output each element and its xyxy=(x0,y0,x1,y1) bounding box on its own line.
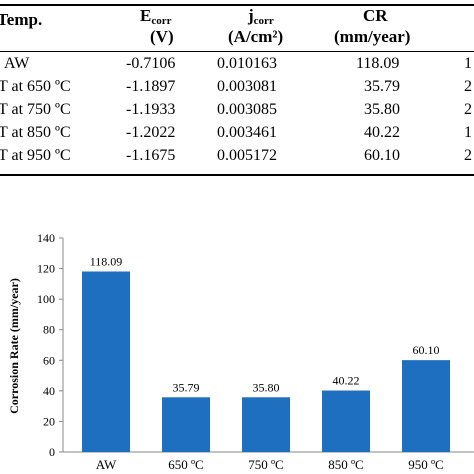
y-tick-label: 40 xyxy=(43,384,55,398)
header-cr: CR xyxy=(363,6,388,25)
y-tick-label: 0 xyxy=(49,445,55,459)
cell-ecorr: -0.7106 xyxy=(126,55,176,72)
header-ecorr: Ecorr xyxy=(140,6,172,28)
cell-cr: 35.79 xyxy=(364,78,400,95)
cell-ecorr: -1.2022 xyxy=(126,124,176,141)
y-tick-label: 120 xyxy=(37,262,55,276)
data-label: 118.09 xyxy=(90,254,123,268)
cell-extra: 1 xyxy=(464,55,472,72)
x-tick-label: 750 ºC xyxy=(248,457,283,472)
data-label: 40.22 xyxy=(333,374,360,388)
header-ecorr-symbol: E xyxy=(140,6,152,25)
y-tick-label: 20 xyxy=(43,414,55,428)
bar xyxy=(82,271,130,452)
cell-jcorr: 0.010163 xyxy=(217,55,277,72)
cell-temp: T at 850 ºC xyxy=(0,124,71,141)
cell-jcorr: 0.003085 xyxy=(217,101,277,118)
x-tick-label: AW xyxy=(96,457,117,472)
x-tick-label: 650 ºC xyxy=(168,457,203,472)
cell-temp: T at 650 ºC xyxy=(0,78,71,95)
header-temp: Temp. xyxy=(0,10,43,29)
table-top-rule xyxy=(0,4,474,6)
cell-temp: AW xyxy=(4,55,30,72)
cell-extra: 2 xyxy=(464,101,472,118)
data-label: 60.10 xyxy=(413,343,440,357)
cell-jcorr: 0.003461 xyxy=(217,124,277,141)
cell-cr: 118.09 xyxy=(356,55,400,72)
y-tick-label: 80 xyxy=(43,323,55,337)
cell-temp: T at 750 ºC xyxy=(0,101,71,118)
cell-extra: 2 xyxy=(464,147,472,164)
bar xyxy=(242,397,290,452)
cell-cr: 40.22 xyxy=(364,124,400,141)
cell-extra: 1 xyxy=(464,124,472,141)
x-tick-label: 950 ºC xyxy=(408,457,443,472)
bar xyxy=(402,360,450,452)
cell-extra: 2 xyxy=(464,78,472,95)
corrosion-rate-bar-chart: 0 20 40 60 80 100 120 140 118.09 AW 35.79 650 ºC 35… xyxy=(7,231,474,472)
cell-temp: T at 950 ºC xyxy=(0,147,71,164)
header-jcorr-symbol: j xyxy=(248,6,254,25)
data-label: 35.80 xyxy=(253,380,280,394)
x-tick-label: 850 ºC xyxy=(328,457,363,472)
cell-jcorr: 0.005172 xyxy=(217,147,277,164)
table-header-rule xyxy=(0,51,474,52)
header-ecorr-unit: (V) xyxy=(150,27,174,46)
data-label: 35.79 xyxy=(173,380,200,394)
cell-cr: 35.80 xyxy=(364,101,400,118)
bar xyxy=(162,397,210,452)
header-ecorr-subscript: corr xyxy=(151,15,172,27)
y-tick-label: 60 xyxy=(43,353,55,367)
cell-ecorr: -1.1933 xyxy=(126,101,176,118)
cell-ecorr: -1.1897 xyxy=(126,78,176,95)
cell-cr: 60.10 xyxy=(364,147,400,164)
bar xyxy=(322,390,370,452)
header-cr-unit: (mm/year) xyxy=(334,27,411,46)
header-jcorr-unit: (A/cm²) xyxy=(228,27,284,46)
table-bottom-rule xyxy=(0,174,474,176)
y-tick-label: 100 xyxy=(37,292,55,306)
header-jcorr-subscript: corr xyxy=(253,15,274,27)
data-table: Temp. Ecorr (V) jcorr (A/cm²) CR (mm/yea… xyxy=(0,0,474,190)
cell-jcorr: 0.003081 xyxy=(217,78,277,95)
header-jcorr: jcorr xyxy=(248,6,274,28)
chart-ylabel: Corrosion Rate (mm/year) xyxy=(7,278,21,414)
y-tick-label: 140 xyxy=(37,231,55,245)
cell-ecorr: -1.1675 xyxy=(126,147,176,164)
